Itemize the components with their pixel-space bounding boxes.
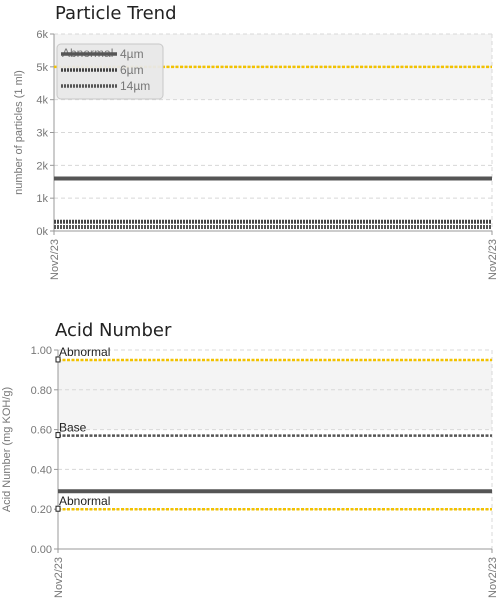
reference-marker [55, 356, 61, 363]
y-tick-label: 1k [36, 193, 48, 205]
y-tick-label: 0.80 [31, 385, 52, 397]
y-tick-label: 0.20 [31, 504, 52, 516]
y-tick-label: 6k [36, 29, 48, 41]
x-tick-label: Nov2/23 [487, 239, 499, 280]
y-axis-label: Acid Number (mg KOH/g) [1, 387, 13, 512]
y-tick-label: 1.00 [31, 345, 52, 357]
shaded-band [58, 359, 492, 430]
reference-label: Abnormal [59, 494, 110, 508]
y-tick-label: 0.40 [31, 464, 52, 476]
x-tick-label: Nov2/23 [487, 557, 499, 598]
y-tick-label: 5k [36, 62, 48, 74]
chart-2-title: Acid Number [55, 320, 172, 341]
y-tick-label: 3k [36, 128, 48, 140]
legend-label: 6µm [120, 63, 144, 77]
x-tick-label: Nov2/23 [53, 557, 65, 598]
y-tick-label: 2k [36, 160, 48, 172]
reference-label: Base [59, 421, 87, 435]
legend-label: 4µm [120, 47, 144, 61]
y-tick-label: 0k [36, 226, 48, 238]
reference-marker [55, 432, 61, 439]
chart-1-title: Particle Trend [55, 3, 177, 24]
y-axis-label: number of particles (1 ml) [13, 70, 25, 195]
y-tick-label: 0.60 [31, 425, 52, 437]
particle-trend-chart: 0k 1k 2k 3k 4k 5k 6k Nov2/23 Nov2/23 number of pa… [13, 29, 499, 280]
legend-label: 14µm [120, 79, 150, 93]
acid-number-chart: 0.00 0.20 0.40 0.60 0.80 1.00 Nov2/23 Nov2/23 Ac… [1, 345, 499, 598]
reference-marker [55, 505, 61, 512]
reference-label: Abnormal [59, 345, 110, 359]
y-tick-label: 0.00 [31, 544, 52, 556]
x-tick-label: Nov2/23 [49, 239, 61, 280]
y-tick-label: 4k [36, 95, 48, 107]
